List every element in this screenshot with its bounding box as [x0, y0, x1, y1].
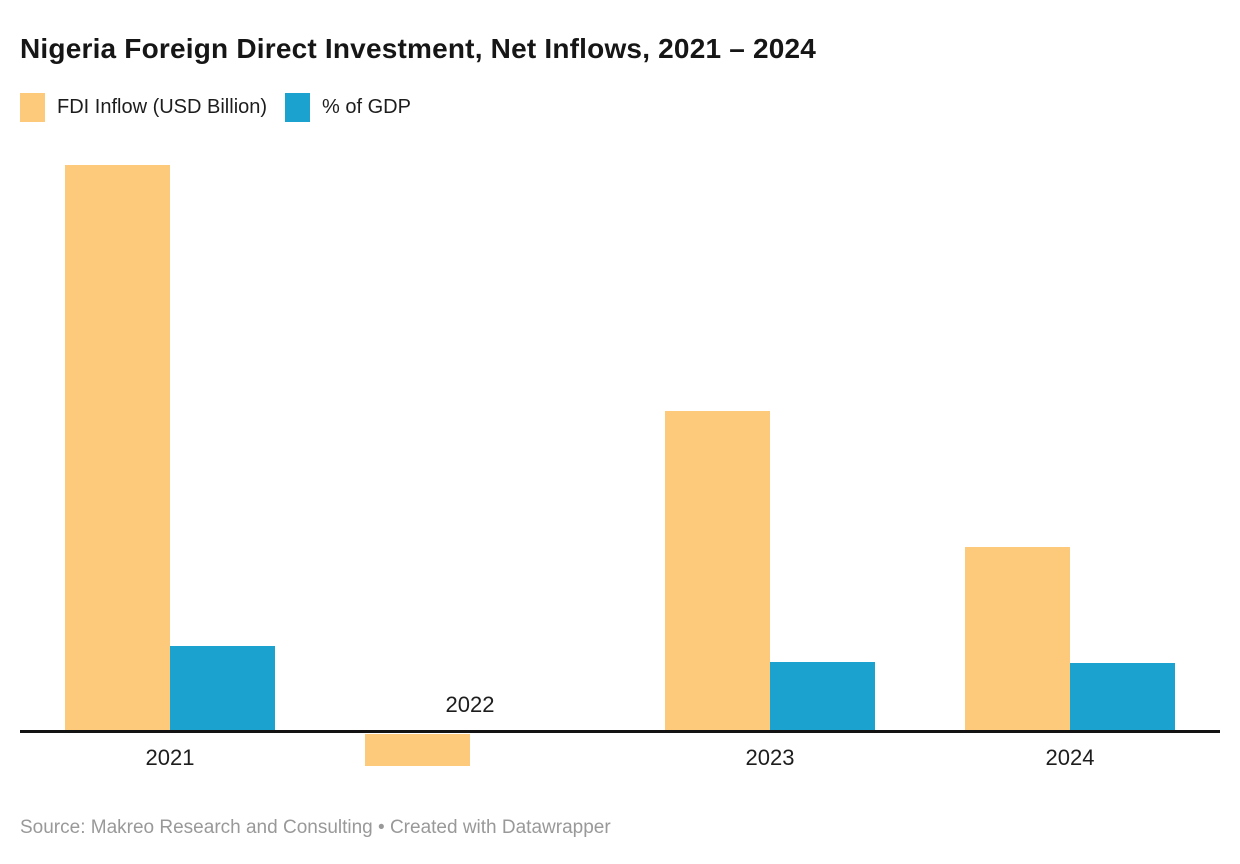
- bar-fdi-2024[interactable]: [965, 546, 1070, 732]
- legend-swatch-gdp-icon: [285, 93, 311, 122]
- bar-fdi-2023[interactable]: [665, 410, 770, 732]
- legend-swatch-fdi-icon: [20, 93, 45, 122]
- x-axis-line: [20, 730, 1220, 733]
- bar-gdp-2023[interactable]: [770, 661, 875, 732]
- x-axis-label-2023: 2023: [745, 745, 795, 770]
- bar-gdp-2021[interactable]: [170, 646, 275, 732]
- x-axis-label-2024: 2024: [1045, 745, 1095, 770]
- bar-fdi-2021[interactable]: [65, 165, 170, 732]
- x-axis-label-2021: 2021: [145, 745, 195, 770]
- legend-item-gdp: % of GDP: [285, 93, 411, 122]
- legend: FDI Inflow (USD Billion) % of GDP: [20, 93, 411, 122]
- legend-item-fdi: FDI Inflow (USD Billion): [20, 93, 267, 122]
- chart-title: Nigeria Foreign Direct Investment, Net I…: [20, 33, 817, 64]
- legend-label-fdi: FDI Inflow (USD Billion): [57, 96, 268, 118]
- bar-fdi-2022[interactable]: [365, 733, 470, 767]
- bar-gdp-2024[interactable]: [1070, 663, 1175, 732]
- source-attribution: Source: Makreo Research and Consulting •…: [20, 817, 611, 838]
- legend-label-gdp: % of GDP: [322, 96, 411, 118]
- x-axis-label-2022: 2022: [445, 692, 495, 717]
